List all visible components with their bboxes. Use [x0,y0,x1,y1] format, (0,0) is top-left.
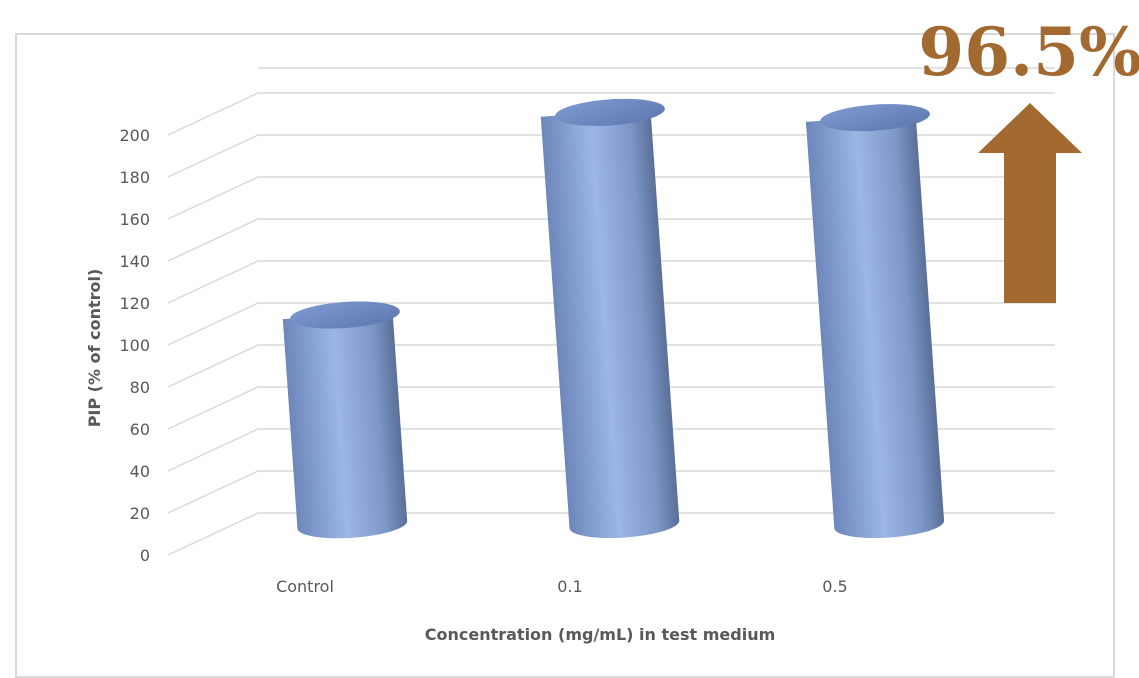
y-tick-label: 140 [119,252,150,271]
y-axis-title: PIP (% of control) [85,269,104,428]
bar-top [555,98,665,126]
gridline [167,92,1055,136]
bar-top [290,301,400,329]
x-tick-label: 0.1 [557,577,582,596]
bar [805,104,945,539]
y-tick-label: 60 [130,420,150,439]
up-arrow-icon [978,103,1082,303]
x-tick-label: 0.5 [822,577,847,596]
increase-annotation: 96.5% [918,13,1139,303]
y-tick-label: 100 [119,336,150,355]
grid-lines [167,67,1055,556]
bar [540,98,680,539]
y-tick-label: 160 [119,210,150,229]
bars [282,98,945,539]
annotation-label: 96.5% [918,13,1139,91]
bar [282,301,408,539]
y-tick-label: 200 [119,126,150,145]
gridline [167,176,1055,220]
gridline [167,428,1055,472]
y-tick-label: 40 [130,462,150,481]
gridline [167,470,1055,514]
gridline [167,344,1055,388]
y-tick-label: 180 [119,168,150,187]
gridline [167,218,1055,262]
x-axis-ticks: Control 0.1 0.5 [276,577,848,596]
bar-body [282,311,408,539]
gridline [167,260,1055,304]
y-tick-label: 80 [130,378,150,397]
gridline [167,386,1055,430]
bar-body [540,109,680,539]
y-axis-ticks: 0 20 40 60 80 100 120 140 160 180 200 [119,126,150,565]
gridline [167,302,1055,346]
x-axis-title: Concentration (mg/mL) in test medium [425,625,776,644]
gridline [167,134,1055,178]
y-tick-label: 0 [140,546,150,565]
bar-body [805,114,945,539]
y-tick-label: 120 [119,294,150,313]
bar-top [820,104,930,132]
y-tick-label: 20 [130,504,150,523]
x-tick-label: Control [276,577,334,596]
gridline [167,512,1055,556]
